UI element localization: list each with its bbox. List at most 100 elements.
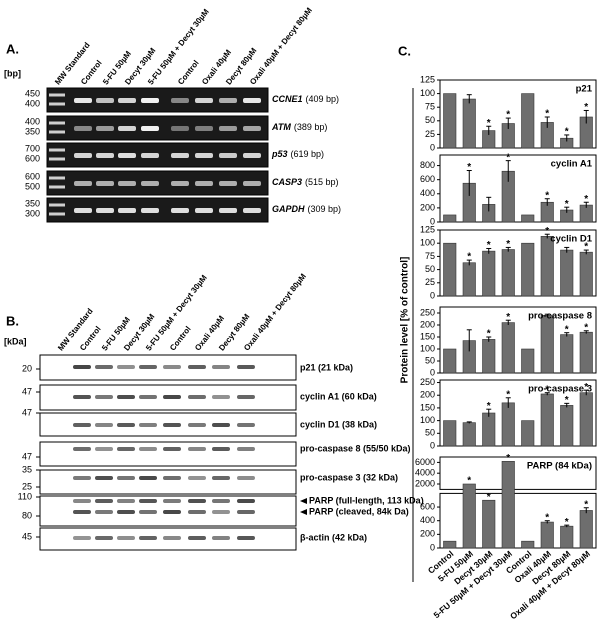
y-tick-label: 2000 [415,478,435,488]
bar [579,251,593,297]
bp-marker: 450 [25,88,40,98]
protein-label: p21 (21 kDa) [300,362,353,372]
significance-star: * [487,329,491,340]
blot-band [237,423,255,427]
lane-label: 5-FU 50µM + Decyt 30µM [146,7,211,86]
y-tick-label: 250 [420,377,435,387]
bar [521,348,535,374]
ladder-band [49,176,65,180]
gel-band [171,208,189,213]
blot-band [117,447,135,451]
bp-marker: 350 [25,126,40,136]
bar [462,262,476,297]
blot-band [163,395,181,399]
gene-name: CCNE1 [272,94,303,104]
blot-band [95,536,113,540]
bar [501,461,515,549]
bar [540,315,554,374]
y-tick-label: 4000 [415,468,435,478]
significance-star: * [584,382,588,393]
blot-band [163,423,181,427]
blot-band [212,499,230,503]
blot-band [237,536,255,540]
bp-marker: 350 [25,198,40,208]
kda-marker: 45 [22,531,32,541]
significance-star: * [565,395,569,406]
bar [462,422,476,447]
ladder-band [49,121,65,125]
blot-band [139,447,157,451]
significance-star: * [545,109,549,120]
significance-star: * [487,118,491,129]
gel-band [219,98,237,103]
amplicon-size: (309 bp) [308,204,342,214]
amplicon-size: (389 bp) [294,122,328,132]
bar [540,236,554,297]
gel-band [96,126,114,131]
blot [39,469,297,495]
blot-band [117,510,135,514]
kda-marker: 47 [22,451,32,461]
gel-band [195,98,213,103]
bar [540,393,554,447]
significance-star: * [584,322,588,333]
significance-star: * [565,127,569,138]
bar [482,250,496,297]
kda-marker: 35 [22,464,32,474]
plot-frame [439,379,597,447]
y-tick-label: 50 [425,355,435,365]
blot-band [117,365,135,369]
amplicon-size: (619 bp) [291,149,325,159]
gel-band [118,98,136,103]
significance-star: * [545,384,549,395]
significance-star: * [565,199,569,210]
blot-band [163,447,181,451]
blot-band [188,395,206,399]
blot-band [188,510,206,514]
blot-band [212,476,230,480]
bar [443,348,457,374]
blot-band [237,395,255,399]
y-tick-label: 800 [420,160,435,170]
gel-band [74,126,92,131]
y-axis-label: Protein level [% of control] [400,257,411,384]
blot-band [117,423,135,427]
blot-band [212,447,230,451]
gel-band [219,153,237,158]
blot-band [188,499,206,503]
y-tick-label: 100 [420,343,435,353]
chart-title: PARP (84 kDa) [527,461,592,472]
bar [579,510,593,549]
bp-marker: 400 [25,116,40,126]
gene-name: p53 [271,149,288,159]
significance-star: * [506,110,510,121]
bar [560,334,574,374]
plot-frame [439,154,597,223]
blot-band [163,476,181,480]
gel-band [141,98,159,103]
y-tick-label: 50 [425,115,435,125]
blot-band [212,536,230,540]
gel-band [243,208,261,213]
blot-band [163,499,181,503]
bar [579,331,593,374]
gel-band [195,126,213,131]
y-tick-label: 200 [420,529,435,539]
gel-band [74,181,92,186]
y-tick-label: 150 [420,402,435,412]
significance-star: * [506,389,510,400]
gel-band [195,181,213,186]
ladder-band [49,102,65,106]
bp-marker: 300 [25,208,40,218]
y-tick-label: 125 [420,224,435,234]
y-tick-label: 100 [420,238,435,248]
blot-band [95,365,113,369]
blot-band [212,395,230,399]
gel-band [141,153,159,158]
blot-band [117,395,135,399]
y-tick-label: 0 [430,367,435,377]
bar [560,405,574,447]
significance-star: * [584,499,588,510]
gel-band [171,153,189,158]
kda-marker: 110 [18,491,32,501]
